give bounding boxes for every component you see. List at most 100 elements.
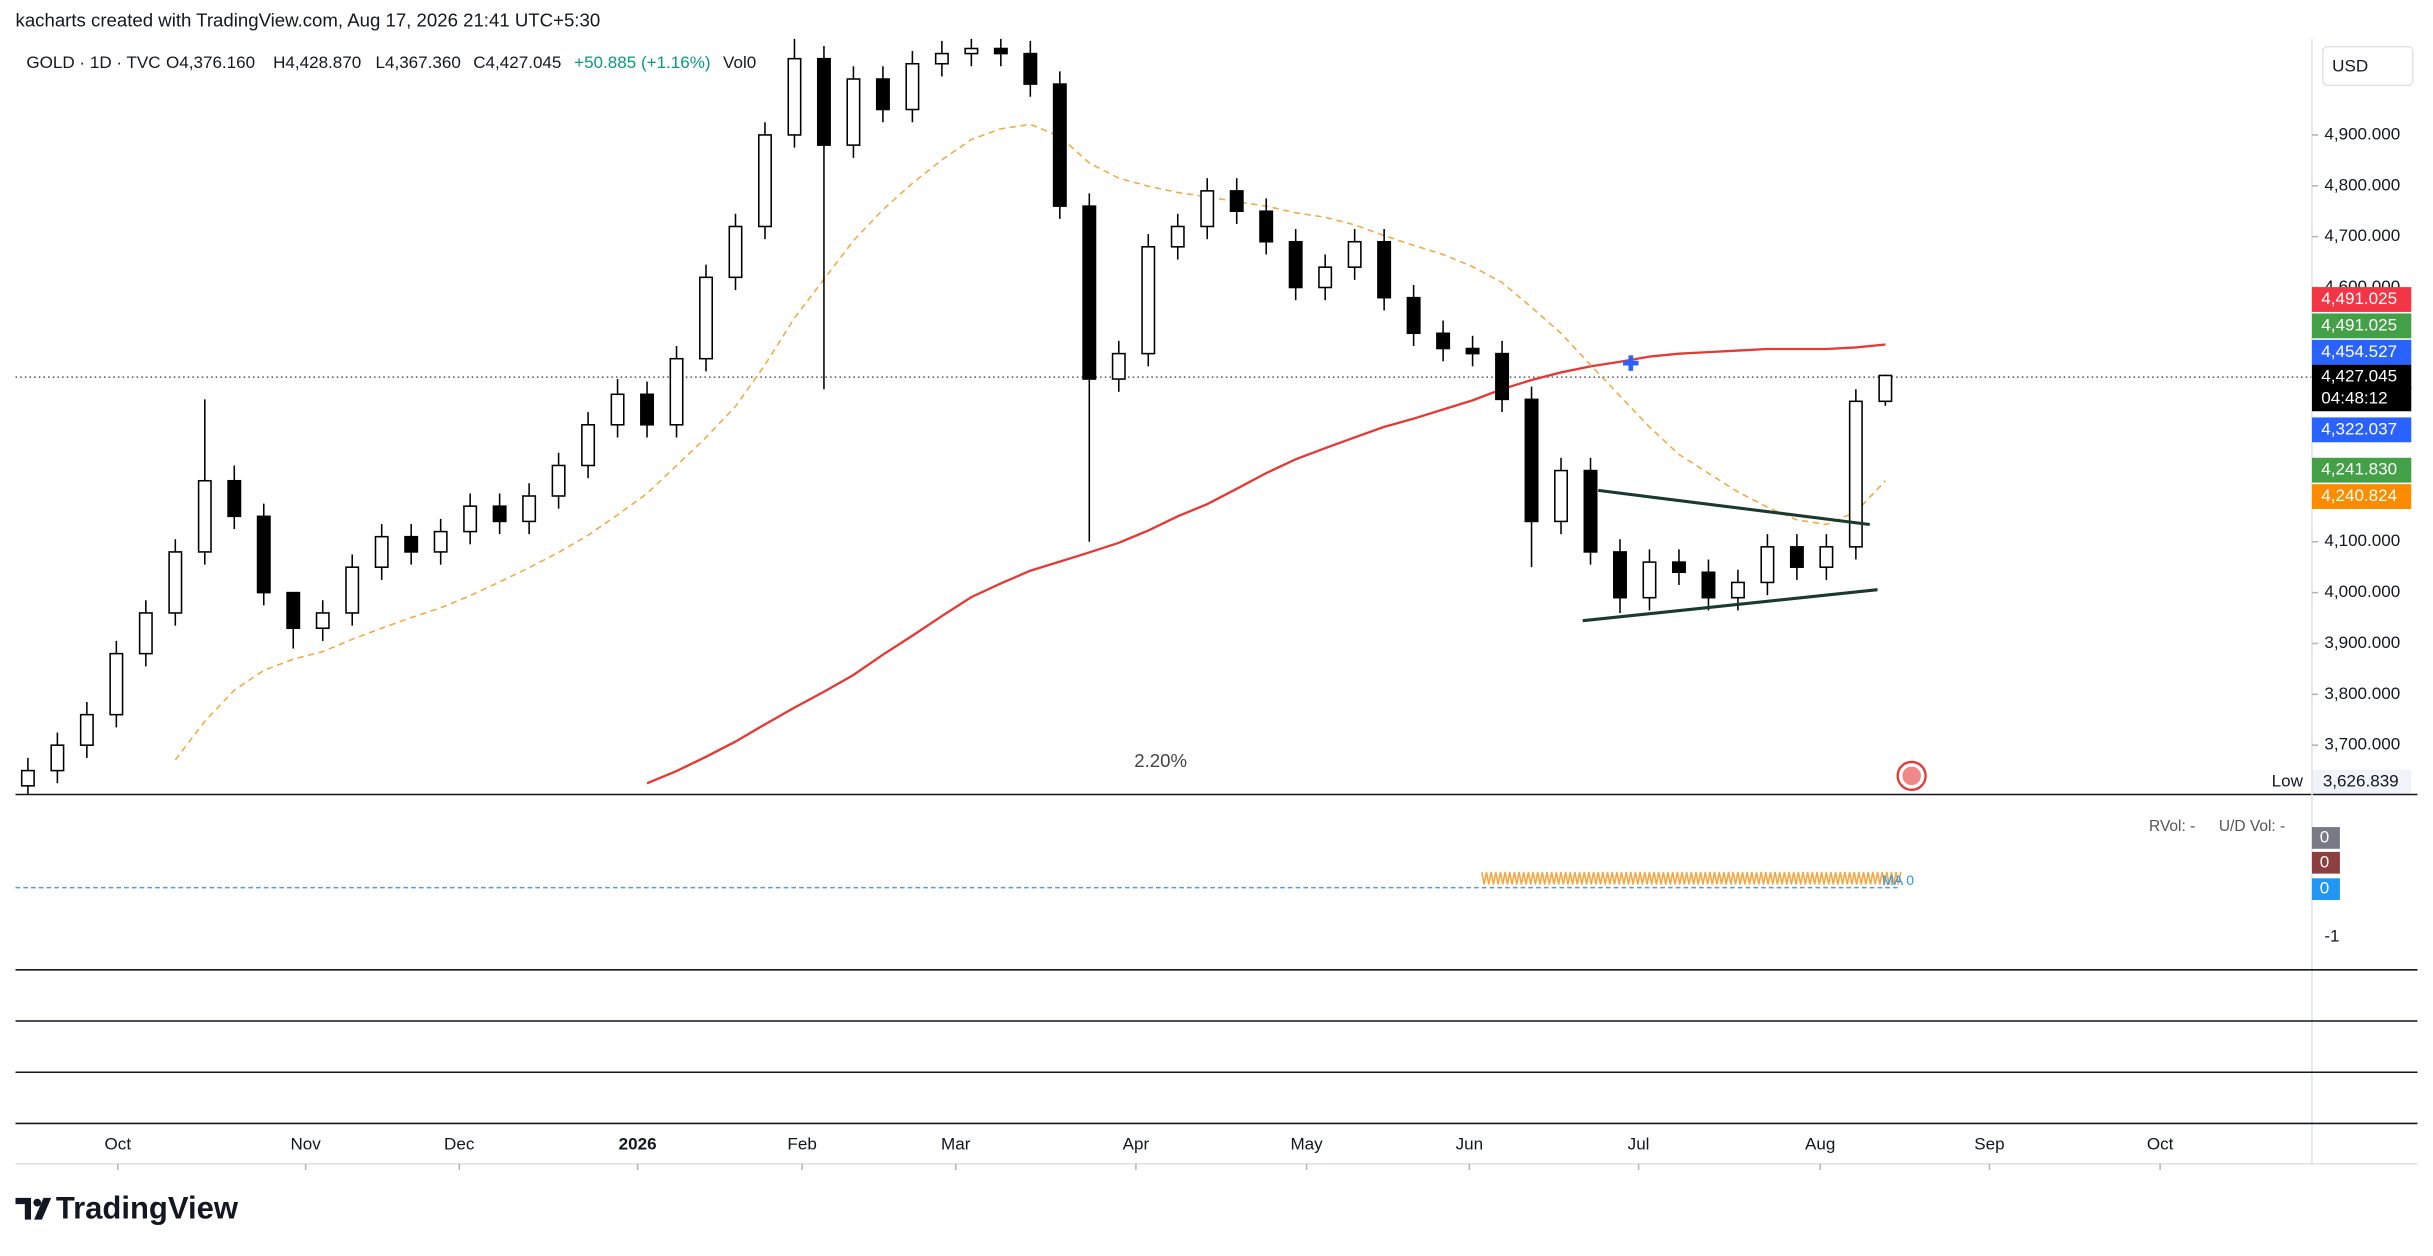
candle-body (993, 47, 1008, 55)
y-tick-label: 4,700.000 (2324, 226, 2400, 245)
x-tick-label: Aug (1805, 1135, 1835, 1154)
x-tick-label: Sep (1974, 1135, 2004, 1154)
ud-vol: U/D Vol: - (2219, 818, 2285, 835)
candle-body (1200, 190, 1215, 228)
candle-body (79, 713, 94, 746)
volume-tag (2311, 878, 2340, 901)
candle-body (1730, 581, 1745, 599)
flag-icon (1896, 760, 1927, 792)
candle-body (1760, 546, 1775, 584)
candle-body (728, 225, 743, 279)
volume-tag-label: 0 (2320, 879, 2329, 898)
y-tick-label: 3,800.000 (2324, 684, 2400, 703)
candle-body (227, 479, 242, 518)
price-tag (2311, 287, 2412, 312)
candle-body (1347, 240, 1362, 268)
rvol: RVol: - (2149, 818, 2195, 835)
candle-body (669, 357, 684, 426)
candle-body (1406, 296, 1421, 335)
candle-body (551, 464, 566, 497)
x-tick-label: Jul (1628, 1135, 1650, 1154)
low-value: 3,626.839 (2323, 772, 2399, 791)
candle-body (1082, 205, 1097, 380)
price-tag-label: 4,241.830 (2321, 460, 2397, 479)
y-tick-label: 4,800.000 (2324, 175, 2400, 194)
candle-body (875, 78, 890, 111)
candle-body (1141, 246, 1156, 355)
candle-body (345, 566, 360, 614)
volume-tag-label: 0 (2320, 827, 2329, 846)
candle-body (1554, 469, 1569, 523)
candle-body (1671, 561, 1686, 574)
x-tick-label: Mar (941, 1135, 971, 1154)
high: H4,428.870 (273, 53, 361, 72)
candle-body (109, 652, 124, 716)
candle-body (50, 744, 65, 772)
price-tag (2311, 417, 2412, 443)
candle-body (1495, 352, 1510, 401)
candle-body (1465, 347, 1480, 355)
candle-body (1642, 561, 1657, 599)
volume-tag (2311, 851, 2340, 874)
candle-body (1288, 240, 1303, 289)
volume-tick: -1 (2324, 927, 2339, 946)
x-tick-label: 2026 (619, 1135, 657, 1154)
price-tag (2311, 364, 2412, 390)
candle-body (581, 424, 596, 467)
y-tick-label: 4,000.000 (2324, 582, 2400, 601)
price-tag-label: 04:48:12 (2321, 388, 2387, 407)
candle-body (964, 47, 979, 55)
candle-body (1819, 546, 1834, 568)
candle-body (315, 612, 330, 629)
candle-body (816, 57, 831, 146)
annotation: 2.20% (1134, 750, 1187, 771)
candle-body (1052, 83, 1067, 207)
currency-box[interactable] (2322, 45, 2414, 87)
candle-body (1613, 551, 1627, 599)
x-tick-label: Feb (787, 1135, 816, 1154)
candle-body (1436, 332, 1451, 350)
candle-body (197, 479, 212, 553)
legend: GOLD · 1D · TVC O4,376.160 H4,428.870 L4… (26, 53, 756, 72)
candle-body (138, 612, 153, 655)
candle-body (1229, 190, 1244, 212)
candle-body (905, 62, 920, 111)
y-tick-label: 4,900.000 (2324, 124, 2400, 143)
candle-body (640, 393, 655, 426)
volume-tag (2311, 827, 2340, 849)
logo: TradingView (15, 1191, 239, 1226)
volume-tag-label: 0 (2320, 852, 2329, 871)
change: +50.885 (+1.16%) (574, 53, 710, 72)
candle-body (168, 551, 183, 614)
candle-body (1170, 225, 1185, 248)
candle-body (404, 535, 419, 553)
low: L4,367.360 (376, 53, 461, 72)
candle-body (522, 495, 537, 523)
price-tag (2311, 313, 2412, 339)
price-tag (2311, 457, 2412, 483)
x-tick-label: Oct (2147, 1135, 2174, 1154)
cross-marker (1623, 355, 1639, 371)
candle-body (757, 134, 772, 228)
candle-body (256, 515, 271, 594)
close: C4,427.045 (473, 53, 561, 72)
price-tag (2311, 339, 2412, 365)
ma-label: MA 0 (1882, 872, 1914, 888)
volume-bars (1481, 871, 1902, 885)
x-tick-label: Oct (105, 1135, 132, 1154)
candle-body (610, 393, 625, 426)
plot (20, 38, 1893, 795)
candle-body (699, 276, 713, 360)
candle-body (1023, 52, 1038, 85)
candle-body (1377, 240, 1392, 299)
volume: Vol0 (723, 53, 756, 72)
y-tick-label: 3,900.000 (2324, 633, 2400, 652)
candle-body (934, 52, 949, 65)
candle-body (433, 530, 448, 553)
price-tag-label: 4,454.527 (2321, 342, 2397, 361)
low-tag (2311, 769, 2412, 795)
candle-body (286, 591, 301, 629)
candle-body (1583, 469, 1598, 553)
x-tick-label: Jun (1456, 1135, 1484, 1154)
